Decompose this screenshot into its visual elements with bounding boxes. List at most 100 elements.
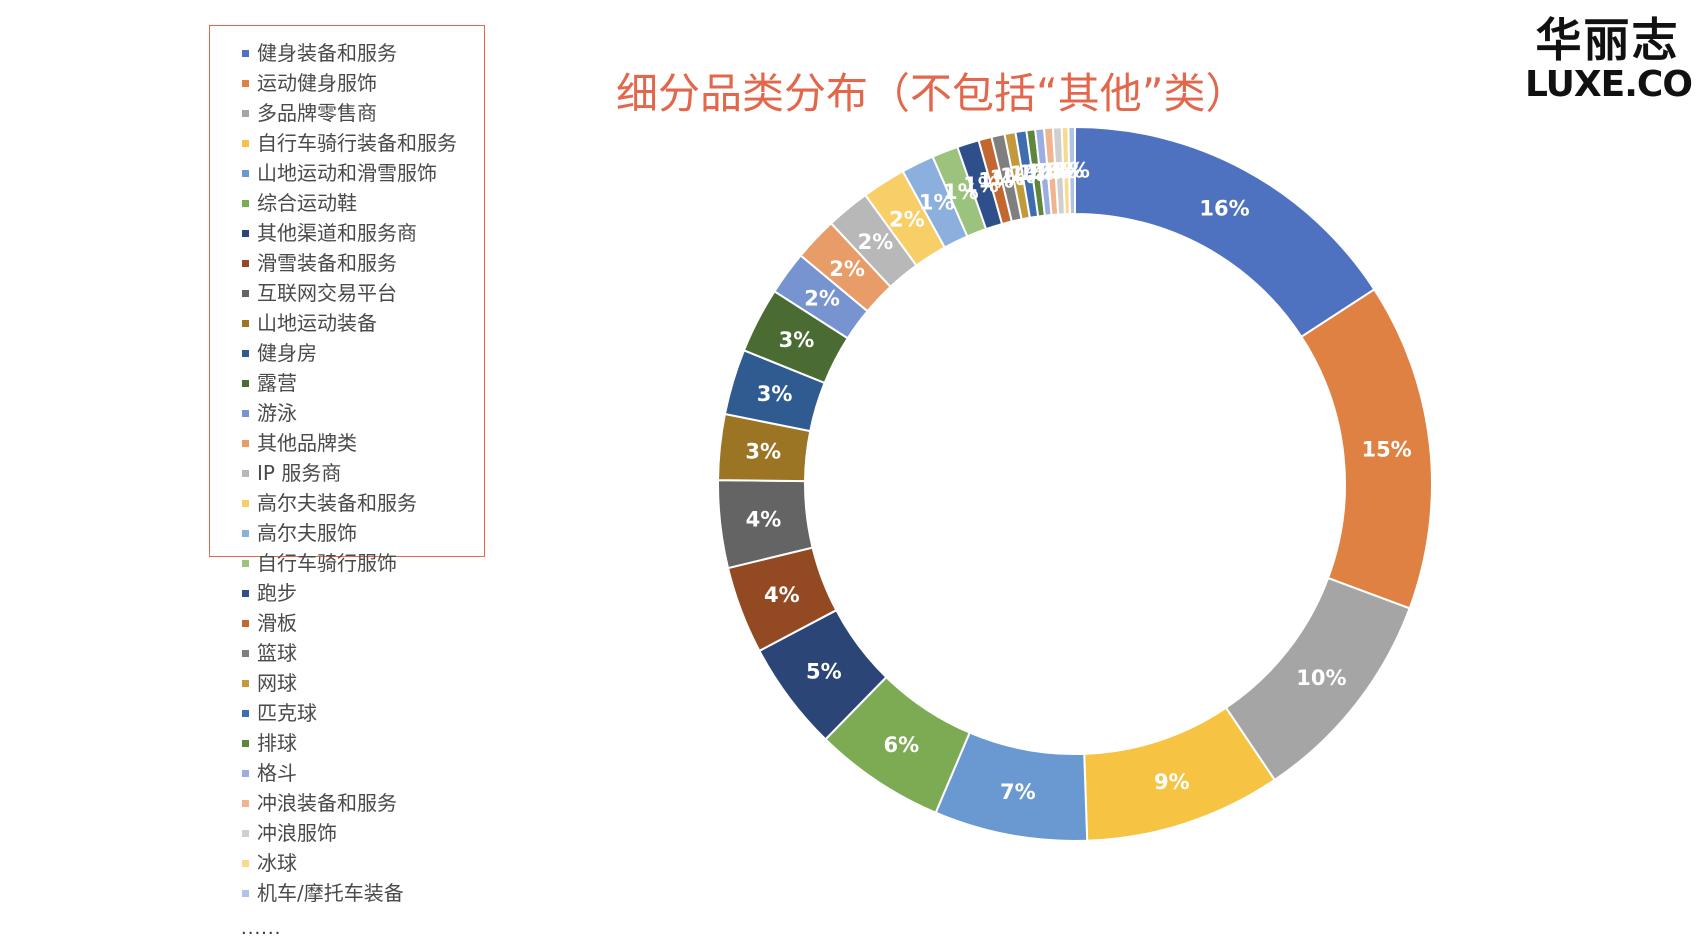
legend-swatch [242, 139, 249, 147]
legend-label: 冲浪装备和服务 [257, 791, 397, 815]
legend-item: 综合运动鞋 [242, 188, 457, 218]
legend-swatch [242, 709, 249, 717]
legend-label: 排球 [257, 731, 297, 755]
legend-swatch [242, 649, 249, 657]
slice-label: 16% [1199, 196, 1249, 220]
legend-item: 自行车骑行装备和服务 [242, 128, 457, 158]
legend-swatch [242, 349, 249, 357]
legend-item: 山地运动装备 [242, 308, 457, 338]
slice-label: 2% [804, 287, 840, 311]
legend-item: 其他渠道和服务商 [242, 218, 457, 248]
chart-legend: 健身装备和服务运动健身服饰 多品牌零售商自行车骑行装备和服务 山地运动和滑雪服饰综合… [242, 38, 457, 908]
legend-item: 高尔夫服饰 [242, 518, 457, 548]
legend-swatch [242, 679, 249, 687]
legend-label: 健身装备和服务 [257, 41, 397, 65]
legend-swatch [242, 169, 249, 177]
legend-item: 高尔夫装备和服务 [242, 488, 457, 518]
legend-label: 互联网交易平台 [257, 281, 397, 305]
legend-label: 露营 [257, 371, 297, 395]
legend-label: 其他品牌类 [257, 431, 357, 455]
legend-swatch [242, 289, 249, 297]
legend-item: 篮球 [242, 638, 457, 668]
legend-label: IP 服务商 [257, 461, 342, 485]
legend-swatch [242, 379, 249, 387]
legend-label: 滑板 [257, 611, 297, 635]
slice-label: 1% [943, 180, 979, 204]
logo-chinese: 华丽志 [1535, 13, 1680, 67]
legend-swatch [242, 529, 249, 537]
legend-item: 跑步 [242, 578, 457, 608]
legend-item: 机车/摩托车装备 [242, 878, 457, 908]
legend-item: 匹克球 [242, 698, 457, 728]
legend-label: 跑步 [257, 581, 297, 605]
legend-item: 运动健身服饰 [242, 68, 457, 98]
legend-label: 其他渠道和服务商 [257, 221, 417, 245]
slice-label: 1% [1054, 159, 1090, 183]
slice-label: 2% [829, 257, 865, 281]
legend-item: 冲浪装备和服务 [242, 788, 457, 818]
legend-item: 冲浪服饰 [242, 818, 457, 848]
legend-item: 健身装备和服务 [242, 38, 457, 68]
slice-label: 1% [1026, 160, 1062, 184]
slice-label: 15% [1361, 437, 1411, 461]
legend-label: 高尔夫装备和服务 [257, 491, 417, 515]
legend-swatch [242, 469, 249, 477]
legend-swatch [242, 259, 249, 267]
legend-item: 其他品牌类 [242, 428, 457, 458]
slice-label: 2% [889, 207, 925, 231]
legend-swatch [242, 889, 249, 897]
legend-item: 网球 [242, 668, 457, 698]
legend-label: 网球 [257, 671, 297, 695]
legend-ellipsis: ...... [241, 918, 282, 939]
legend-item: 多品牌零售商 [242, 98, 457, 128]
legend-label: 山地运动和滑雪服饰 [257, 161, 437, 185]
legend-item: 互联网交易平台 [242, 278, 457, 308]
legend-item: 排球 [242, 728, 457, 758]
legend-item: 山地运动和滑雪服饰 [242, 158, 457, 188]
legend-swatch [242, 49, 249, 57]
legend-item: IP 服务商 [242, 458, 457, 488]
legend-label: 冰球 [257, 851, 297, 875]
slice-label: 1% [1000, 164, 1036, 188]
legend-label: 篮球 [257, 641, 297, 665]
legend-swatch [242, 859, 249, 867]
legend-swatch [242, 439, 249, 447]
legend-label: 自行车骑行装备和服务 [257, 131, 457, 155]
legend-highlight-box [209, 25, 485, 557]
legend-item: 滑板 [242, 608, 457, 638]
slice-label: 7% [1000, 780, 1036, 804]
legend-swatch [242, 739, 249, 747]
slice-label: 1% [963, 173, 999, 197]
slice-label: 4% [746, 507, 782, 531]
legend-swatch [242, 409, 249, 417]
slice-label: 1% [1048, 159, 1084, 183]
logo-english: LUXE.CO [1525, 64, 1693, 105]
legend-swatch [242, 769, 249, 777]
slice-label: 1% [1042, 159, 1078, 183]
legend-label: 格斗 [257, 761, 297, 785]
legend-label: 冲浪服饰 [257, 821, 337, 845]
slice-label: 3% [745, 439, 781, 463]
legend-swatch [242, 229, 249, 237]
legend-swatch [242, 109, 249, 117]
legend-item: 冰球 [242, 848, 457, 878]
legend-label: 山地运动装备 [257, 311, 377, 335]
legend-label: 机车/摩托车装备 [257, 881, 404, 905]
donut-slice [1074, 125, 1376, 339]
legend-swatch [242, 829, 249, 837]
legend-item: 自行车骑行服饰 [242, 548, 457, 578]
legend-swatch [242, 199, 249, 207]
legend-swatch [242, 799, 249, 807]
slice-label: 1% [1010, 162, 1046, 186]
legend-swatch [242, 499, 249, 507]
donut-slice [1067, 125, 1076, 216]
legend-item: 露营 [242, 368, 457, 398]
slice-label: 4% [764, 583, 800, 607]
legend-label: 高尔夫服饰 [257, 521, 357, 545]
slice-label: 3% [779, 328, 815, 352]
slice-label: 2% [858, 230, 894, 254]
slice-label: 1% [978, 169, 1014, 193]
slice-label: 5% [806, 660, 842, 684]
legend-swatch [242, 619, 249, 627]
